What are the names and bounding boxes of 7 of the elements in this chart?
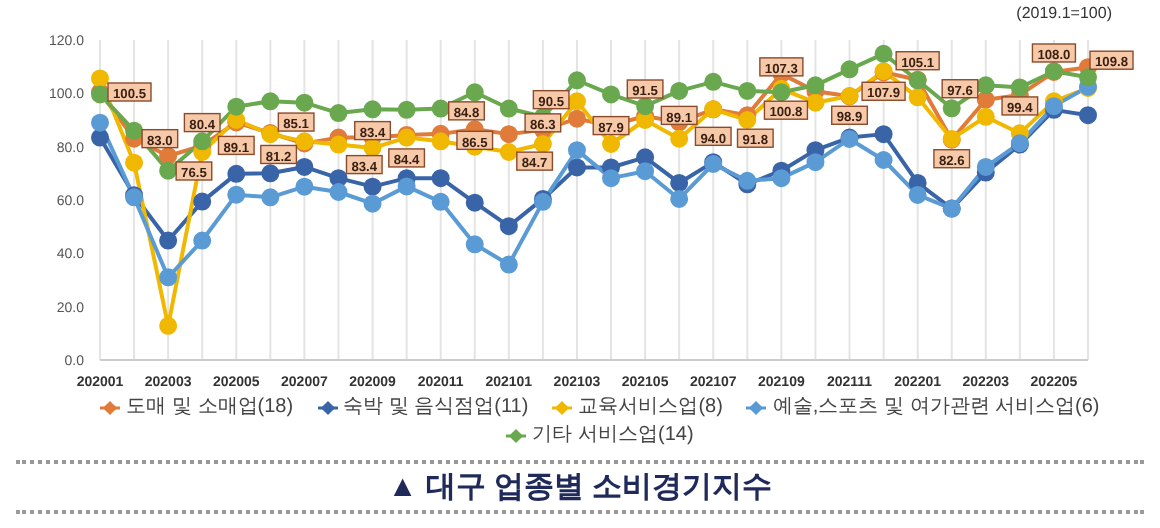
text: ▲ 대구 업종별 소비경기지수	[16, 460, 1144, 514]
legend-label: 교육서비스업(8)	[576, 396, 723, 420]
legend-label: 예술,스포츠 및 여가관련 서비스업(6)	[770, 396, 1100, 420]
legend-label: 도매 및 소매업(18)	[124, 396, 294, 420]
legend-label: 기타 서비스업(14)	[530, 424, 694, 448]
legend-label: 숙박 및 음식점업(11)	[341, 396, 529, 420]
text: (2019.1=100)	[1016, 4, 1112, 22]
